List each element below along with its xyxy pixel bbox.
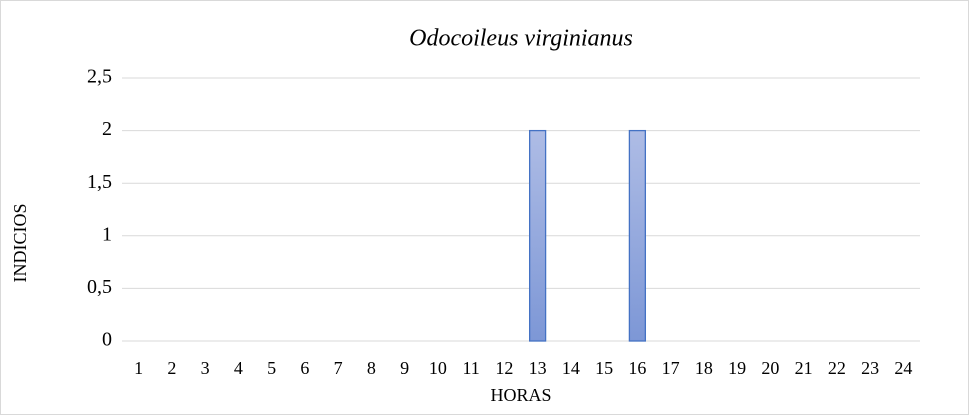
chart-title: Odocoileus virginianus — [409, 26, 633, 52]
x-tick-label: 5 — [267, 358, 276, 378]
x-tick-label: 4 — [234, 358, 243, 378]
y-tick-label: 0 — [102, 329, 112, 351]
x-tick-label: 24 — [894, 358, 912, 378]
x-tick-label: 23 — [861, 358, 879, 378]
x-tick-label: 1 — [134, 358, 143, 378]
x-tick-label: 20 — [761, 358, 779, 378]
y-tick-label: 0,5 — [87, 276, 112, 298]
y-axis-label: INDICIOS — [10, 204, 30, 283]
x-tick-label: 17 — [662, 358, 680, 378]
y-tick-label: 2,5 — [87, 66, 112, 88]
bar — [528, 129, 547, 342]
x-tick-label: 21 — [795, 358, 813, 378]
x-tick-label: 9 — [400, 358, 409, 378]
x-tick-label: 15 — [595, 358, 613, 378]
y-tick-label: 1,5 — [87, 171, 112, 193]
x-tick-label: 19 — [728, 358, 746, 378]
x-tick-label: 7 — [334, 358, 343, 378]
y-tick-label: 2 — [102, 118, 112, 140]
bar — [628, 129, 647, 342]
x-axis-label: HORAS — [490, 385, 551, 405]
x-tick-label: 13 — [529, 358, 547, 378]
x-tick-label: 10 — [429, 358, 447, 378]
y-tick-label: 1 — [102, 223, 112, 245]
x-tick-label: 16 — [628, 358, 646, 378]
x-tick-label: 18 — [695, 358, 713, 378]
x-tick-label: 2 — [167, 358, 176, 378]
x-tick-label: 6 — [300, 358, 309, 378]
x-tick-label: 14 — [562, 358, 580, 378]
x-tick-label: 22 — [828, 358, 846, 378]
x-tick-label: 11 — [462, 358, 479, 378]
x-tick-label: 3 — [201, 358, 210, 378]
x-tick-label: 8 — [367, 358, 376, 378]
x-tick-label: 12 — [495, 358, 513, 378]
